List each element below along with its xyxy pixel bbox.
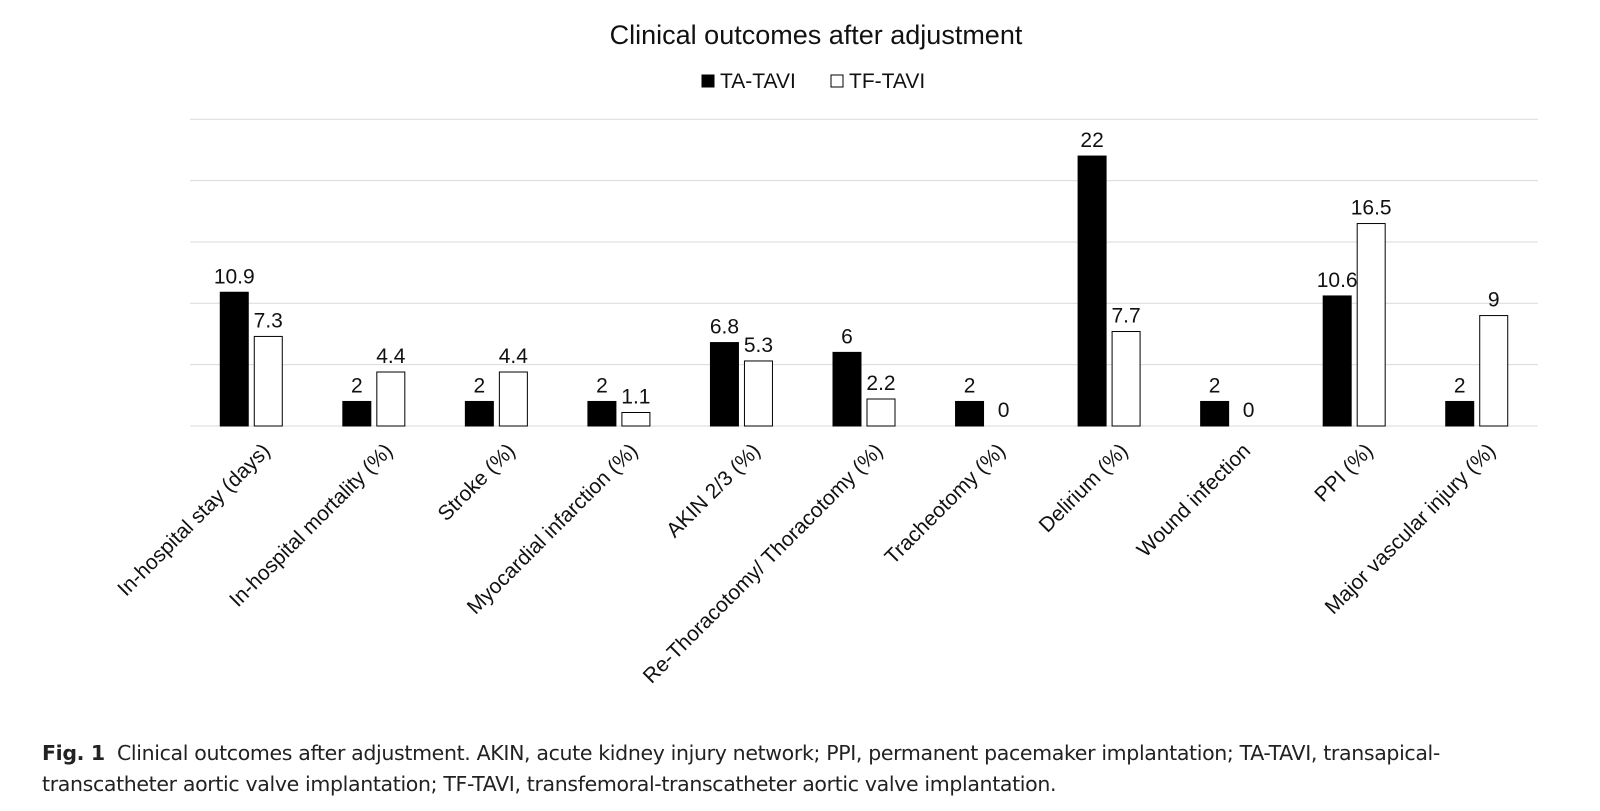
data-label: 10.6	[1317, 269, 1358, 292]
category-label: Wound infection	[1133, 439, 1255, 561]
category-labels: In-hospital stay (days)In-hospital morta…	[113, 439, 1500, 688]
category-label: Tracheotomy (%)	[880, 439, 1010, 569]
bar-ta-tavi	[342, 400, 372, 427]
data-label: 2	[964, 374, 976, 397]
caption-text: Clinical outcomes after adjustment. AKIN…	[42, 741, 1440, 796]
figure-label: Fig. 1	[42, 741, 105, 765]
bar-tf-tavi	[1479, 315, 1509, 427]
legend-swatch-ta-tavi	[701, 74, 715, 88]
bar-ta-tavi	[709, 342, 739, 427]
data-label: 2.2	[866, 372, 895, 395]
chart-title: Clinical outcomes after adjustment	[610, 20, 1023, 50]
bar-tf-tavi	[498, 371, 528, 427]
bar-ta-tavi	[464, 400, 494, 427]
data-label: 16.5	[1351, 197, 1392, 220]
data-label: 10.9	[214, 265, 255, 288]
bar-chart: Clinical outcomes after adjustment TA-TA…	[113, 20, 1538, 688]
bar-tf-tavi	[253, 335, 283, 427]
data-label: 0	[998, 399, 1010, 422]
category-label: Re-Thoracotomy/ Thoracotomy (%)	[639, 439, 888, 688]
data-label: 4.4	[376, 345, 406, 368]
data-label: 2	[596, 374, 608, 397]
bar-tf-tavi	[1356, 223, 1386, 427]
figure-caption: Fig. 1 Clinical outcomes after adjustmen…	[42, 738, 1572, 800]
legend-label-ta-tavi: TA-TAVI	[720, 70, 796, 93]
category-label: AKIN 2/3 (%)	[662, 439, 765, 542]
data-label: 9	[1488, 289, 1500, 312]
data-label: 0	[1243, 399, 1255, 422]
data-label: 4.4	[499, 345, 529, 368]
legend-swatch-tf-tavi	[830, 74, 844, 88]
chart-legend: TA-TAVI TF-TAVI	[701, 70, 925, 93]
bar-ta-tavi	[1077, 155, 1107, 427]
bar-ta-tavi	[219, 291, 249, 427]
bars	[219, 155, 1509, 427]
data-label: 6	[841, 325, 853, 348]
bar-ta-tavi	[832, 351, 862, 427]
data-label: 2	[474, 374, 486, 397]
bar-ta-tavi	[587, 400, 617, 427]
category-label: PPI (%)	[1310, 439, 1377, 506]
data-label: 2	[351, 374, 363, 397]
bar-tf-tavi	[621, 412, 651, 427]
category-label: Stroke (%)	[433, 439, 519, 525]
data-label: 7.7	[1111, 305, 1140, 328]
data-label: 2	[1209, 374, 1221, 397]
bar-ta-tavi	[955, 400, 985, 427]
data-label: 22	[1080, 129, 1103, 152]
gridlines	[190, 118, 1538, 427]
category-label: Delirium (%)	[1035, 439, 1133, 537]
bar-ta-tavi	[1200, 400, 1230, 427]
data-label: 7.3	[254, 309, 283, 332]
bar-tf-tavi	[866, 398, 896, 427]
data-label: 5.3	[744, 334, 773, 357]
bar-tf-tavi	[743, 360, 773, 427]
bar-ta-tavi	[1445, 400, 1475, 427]
data-label: 1.1	[621, 386, 650, 409]
bar-tf-tavi	[1111, 331, 1141, 427]
data-label: 6.8	[710, 316, 739, 339]
bar-ta-tavi	[1322, 295, 1352, 427]
legend-label-tf-tavi: TF-TAVI	[849, 70, 925, 93]
data-label: 2	[1454, 374, 1466, 397]
value-labels: 10.97.324.424.42 1.16.85.3 62.2 20227.72010…	[214, 129, 1500, 422]
bar-tf-tavi	[376, 371, 406, 427]
